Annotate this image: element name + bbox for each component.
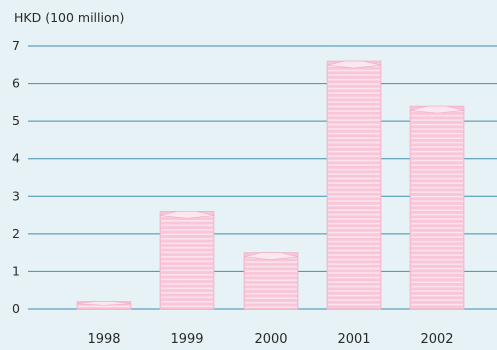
x-tick-label: 2001 [337, 332, 370, 347]
bars [76, 60, 465, 310]
y-tick-label: 5 [12, 113, 20, 128]
x-tick-label: 2002 [420, 332, 453, 347]
x-tick-label: 1999 [170, 332, 203, 347]
x-tick-label: 1998 [87, 332, 120, 347]
y-tick-label: 7 [12, 38, 20, 53]
y-tick-label: 1 [12, 263, 20, 278]
y-axis-label: HKD (100 million) [14, 10, 124, 25]
x-tick-label: 2000 [254, 332, 287, 347]
y-tick-labels: 0 1 2 3 4 5 6 7 [12, 38, 20, 316]
y-tick-label: 3 [12, 188, 20, 203]
x-tick-labels: 1998 1999 2000 2001 2002 [87, 332, 453, 347]
bar-2002 [409, 105, 465, 310]
gridlines [28, 45, 497, 310]
bar-1998 [76, 301, 132, 310]
bar-1999 [159, 211, 215, 310]
y-tick-label: 4 [12, 151, 20, 166]
bar-2000 [243, 252, 299, 310]
bar-2001 [326, 60, 382, 310]
y-tick-label: 6 [12, 76, 20, 91]
y-tick-label: 0 [12, 301, 20, 316]
y-tick-label: 2 [12, 226, 20, 241]
